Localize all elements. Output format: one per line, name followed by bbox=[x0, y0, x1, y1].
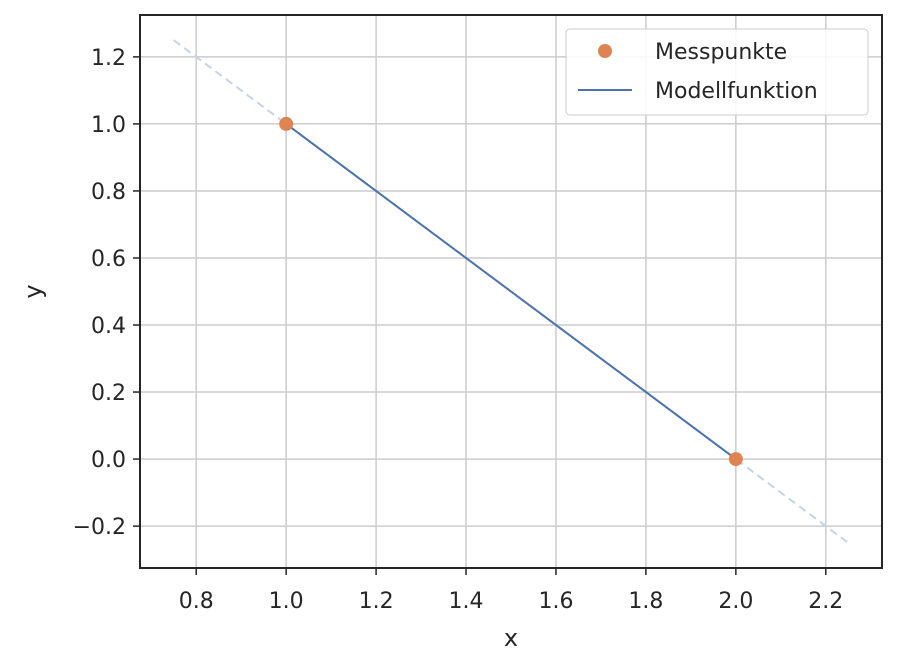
y-tick-label-0-6: 0.6 bbox=[91, 247, 126, 272]
x-tick-label-2-0: 2.0 bbox=[718, 589, 753, 614]
y-tick-label-0-4: 0.4 bbox=[91, 314, 126, 339]
x-tick-label-1-2: 1.2 bbox=[359, 589, 394, 614]
y-axis-label: y bbox=[19, 284, 47, 298]
y-tick-label-1-0: 1.0 bbox=[91, 113, 126, 138]
legend-label-messpunkte: Messpunkte bbox=[655, 40, 787, 65]
legend: Messpunkte Modellfunktion bbox=[565, 28, 869, 116]
y-tick-label-0-0: 0.0 bbox=[91, 448, 126, 473]
x-tick-label-1-8: 1.8 bbox=[628, 589, 663, 614]
series-line-modellfunktion bbox=[285, 123, 737, 460]
legend-box bbox=[565, 28, 869, 116]
x-tick-label-1-4: 1.4 bbox=[449, 589, 484, 614]
legend-label-modellfunktion: Modellfunktion bbox=[655, 79, 818, 104]
axes-frame bbox=[139, 14, 883, 569]
legend-marker-messpunkte bbox=[598, 44, 612, 58]
x-tick-label-0-8: 0.8 bbox=[179, 589, 214, 614]
y-tick-label-1-2: 1.2 bbox=[91, 46, 126, 71]
plot-area bbox=[173, 39, 849, 544]
data-point-messpunkte-2 bbox=[728, 452, 743, 467]
y-tick-label-neg-0-2: −0.2 bbox=[73, 515, 126, 540]
x-tick-label-1-6: 1.6 bbox=[538, 589, 573, 614]
ticks: 0.8 1.0 1.2 1.4 1.6 1.8 2.0 2.2 −0.2 0.0 0.2 0.4 0.6… bbox=[73, 46, 844, 614]
x-tick-label-2-2: 2.2 bbox=[808, 589, 843, 614]
y-tick-label-0-8: 0.8 bbox=[91, 180, 126, 205]
y-tick-label-0-2: 0.2 bbox=[91, 381, 126, 406]
x-axis-label: x bbox=[504, 624, 518, 652]
data-point-messpunkte-1 bbox=[279, 116, 294, 131]
x-tick-label-1-0: 1.0 bbox=[269, 589, 304, 614]
